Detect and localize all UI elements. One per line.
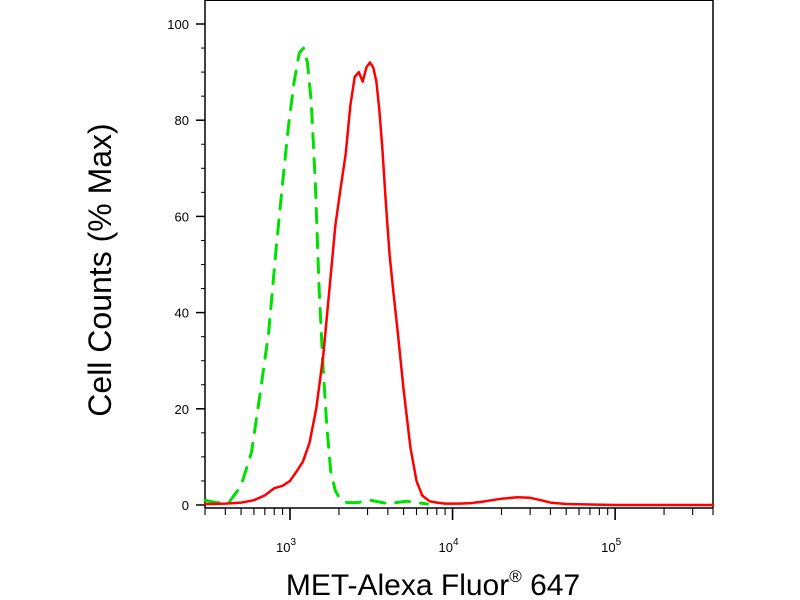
y-axis-title: Cell Counts (% Max) (82, 123, 118, 416)
x-tick-exponent: 4 (453, 537, 459, 548)
met-histogram-curve (203, 61, 715, 507)
y-tick-label: 40 (175, 306, 189, 321)
x-tick-label: 105 (601, 537, 621, 555)
y-tick-label: 60 (175, 209, 189, 224)
y-tick-label: 80 (175, 113, 189, 128)
control-histogram-curve (203, 46, 429, 506)
x-tick-label: 103 (276, 537, 296, 555)
x-axis-title-main: MET-Alexa Fluor (286, 569, 509, 600)
x-tick-label: 104 (439, 537, 459, 555)
x-axis-title-suffix: 647 (522, 569, 580, 600)
y-axis: 0 20 40 60 80 100 (167, 17, 205, 513)
y-tick-label: 20 (175, 402, 189, 417)
registered-mark: ® (509, 567, 522, 586)
y-tick-label: 0 (182, 498, 189, 513)
series-layer (203, 46, 715, 507)
x-tick-base: 10 (276, 540, 290, 555)
x-tick-base: 10 (439, 540, 453, 555)
x-axis: 103 104 105 (204, 508, 714, 555)
x-axis-title: MET-Alexa Fluor® 647 (286, 567, 580, 600)
x-tick-exponent: 5 (616, 537, 622, 548)
x-tick-exponent: 3 (290, 537, 296, 548)
y-tick-label: 100 (167, 17, 189, 32)
x-tick-base: 10 (601, 540, 615, 555)
